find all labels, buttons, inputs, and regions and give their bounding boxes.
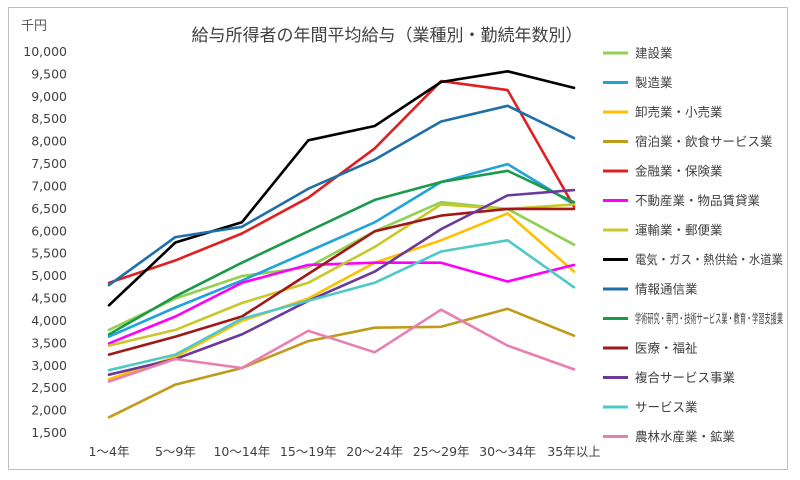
x-tick-label: 15～19年 bbox=[280, 444, 337, 459]
y-tick-label: 2,000 bbox=[31, 403, 67, 418]
series-line bbox=[107, 261, 576, 345]
line-chart: 給与所得者の年間平均給与（業種別・勤続年数別） 千円 1,500 2,000 2,5… bbox=[21, 19, 783, 459]
y-tick-label: 6,000 bbox=[31, 223, 67, 238]
y-tick-label: 8,000 bbox=[31, 134, 67, 149]
legend-label: 製造業 bbox=[635, 75, 673, 90]
legend-label: 不動産業・物品賃貸業 bbox=[635, 193, 761, 208]
x-tick-label: 1～4年 bbox=[89, 444, 130, 459]
y-tick-label: 8,500 bbox=[31, 111, 67, 126]
series-line bbox=[107, 203, 576, 347]
legend: 建設業製造業卸売業・小売業宿泊業・飲食サービス業金融業・保険業不動産業・物品賃貸… bbox=[603, 46, 783, 444]
y-tick-label: 7,000 bbox=[31, 178, 67, 193]
legend-label: 農林水産業・鉱業 bbox=[635, 429, 736, 444]
y-tick-label: 5,500 bbox=[31, 246, 67, 261]
series-line bbox=[107, 69, 576, 307]
x-tick-label: 25～29年 bbox=[413, 444, 470, 459]
legend-label: 医療・福祉 bbox=[635, 341, 698, 356]
y-tick-label: 6,500 bbox=[31, 201, 67, 216]
legend-label: 宿泊業・飲食サービス業 bbox=[635, 134, 773, 149]
y-tick-label: 3,500 bbox=[31, 335, 67, 350]
y-tick-label: 1,500 bbox=[31, 425, 67, 440]
y-tick-label: 10,000 bbox=[23, 44, 67, 59]
legend-label: 建設業 bbox=[635, 46, 673, 61]
y-tick-label: 9,500 bbox=[31, 66, 67, 81]
x-tick-label: 20～24年 bbox=[346, 444, 403, 459]
y-tick-label: 9,000 bbox=[31, 89, 67, 104]
x-tick-label: 5～9年 bbox=[155, 444, 196, 459]
series-line bbox=[107, 239, 576, 372]
chart-figure: 給与所得者の年間平均給与（業種別・勤続年数別） 千円 1,500 2,000 2,5… bbox=[8, 7, 788, 470]
x-tick-label: 35年以上 bbox=[547, 444, 600, 459]
series-line bbox=[107, 207, 576, 356]
series-line bbox=[107, 188, 576, 377]
series-line bbox=[107, 169, 576, 336]
chart-title: 給与所得者の年間平均給与（業種別・勤続年数別） bbox=[192, 26, 583, 46]
series-line bbox=[107, 307, 576, 419]
y-tick-label: 7,500 bbox=[31, 156, 67, 171]
x-tick-label: 10～14年 bbox=[213, 444, 270, 459]
series-line bbox=[107, 162, 576, 338]
y-tick-label: 4,500 bbox=[31, 291, 67, 306]
legend-label: 卸売業・小売業 bbox=[635, 105, 723, 120]
legend-label: サービス業 bbox=[635, 400, 698, 415]
series-line bbox=[107, 308, 576, 383]
series-line bbox=[107, 104, 576, 287]
y-axis-unit-label: 千円 bbox=[21, 19, 47, 34]
legend-label: 情報通信業 bbox=[635, 282, 698, 297]
y-tick-label: 4,000 bbox=[31, 313, 67, 328]
legend-label: 電気・ガス・熱供給・水道業 bbox=[635, 252, 783, 267]
legend-label: 複合サービス事業 bbox=[635, 370, 736, 385]
y-tick-label: 2,500 bbox=[31, 380, 67, 395]
legend-label: 金融業・保険業 bbox=[635, 164, 723, 179]
y-tick-label: 3,000 bbox=[31, 358, 67, 373]
series-lines bbox=[107, 69, 576, 419]
legend-label: 運輸業・郵便業 bbox=[635, 223, 723, 238]
x-tick-label: 30～34年 bbox=[479, 444, 536, 459]
axes: 1,500 2,000 2,500 3,000 3,500 4,000 4,500 5,000… bbox=[23, 44, 600, 459]
legend-label: 学術研究・専門・技術サービス業・教育・学習支援業 bbox=[635, 311, 783, 326]
series-line bbox=[107, 212, 576, 381]
y-tick-label: 5,000 bbox=[31, 268, 67, 283]
